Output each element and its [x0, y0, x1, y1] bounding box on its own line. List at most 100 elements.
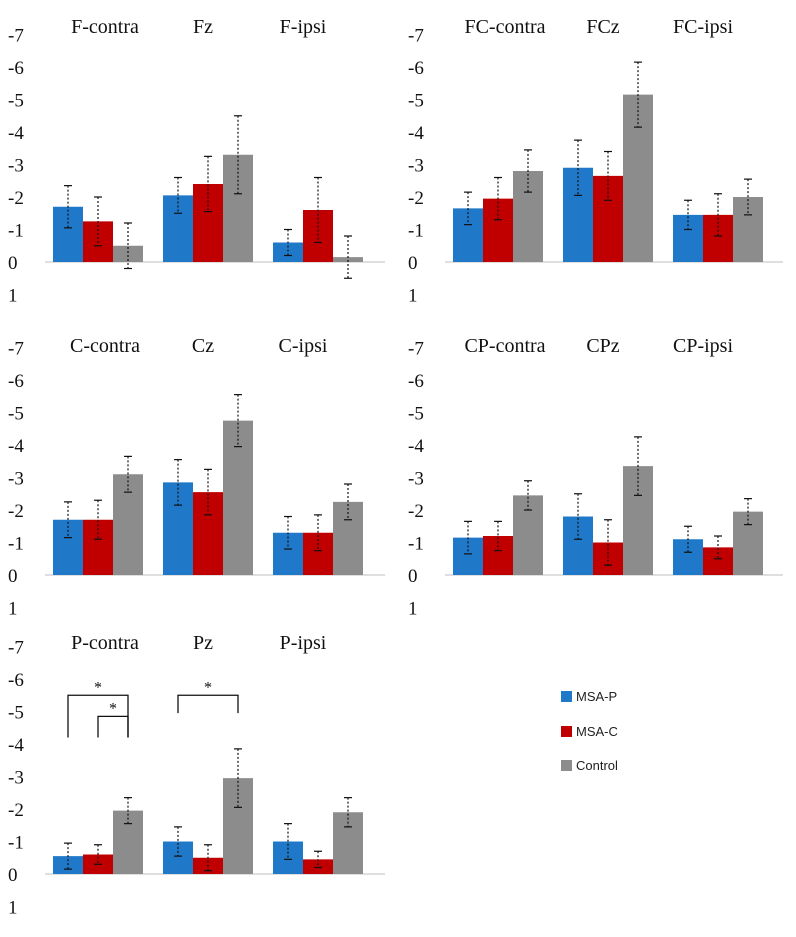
y-tick-label: -1	[8, 534, 24, 555]
y-tick-label: -4	[8, 436, 24, 457]
y-tick-label: -6	[8, 670, 24, 691]
y-tick-label: -7	[8, 638, 24, 659]
y-axis-ticks: -7 -6 -5 -4 -3 -2 -1 0 1	[8, 638, 24, 919]
category-title: Cz	[192, 335, 214, 357]
bar-control-f-contra	[113, 245, 143, 262]
bar-msap-cp-ipsi	[673, 539, 703, 575]
category-title: CP-ipsi	[673, 335, 733, 357]
y-tick-label: -3	[8, 768, 24, 789]
category-titles: CP-contra CPz CP-ipsi	[464, 335, 733, 357]
category-titles: P-contra Pz P-ipsi	[71, 632, 327, 654]
bar-control-p-contra	[113, 810, 143, 874]
category-title: FCz	[586, 16, 619, 38]
bar-control-fz	[223, 154, 253, 262]
bar-msap-c-contra	[53, 519, 83, 575]
bar-msap-f-ipsi	[273, 242, 303, 262]
category-title: FC-ipsi	[673, 16, 733, 38]
bar-msac-fz	[193, 184, 223, 262]
y-tick-label: -6	[8, 371, 24, 392]
y-tick-label: 0	[8, 566, 18, 587]
bar-control-cp-ipsi	[733, 511, 763, 575]
bar-control-c-contra	[113, 474, 143, 575]
category-title: F-contra	[71, 16, 139, 38]
y-tick-label: -7	[8, 26, 24, 47]
y-tick-label: -6	[8, 58, 24, 79]
bar-msap-f-contra	[53, 206, 83, 262]
y-tick-label: -3	[408, 469, 424, 490]
bar-msac-cz	[193, 492, 223, 575]
significance-bracket	[177, 694, 239, 714]
y-tick-label: -2	[8, 501, 24, 522]
panel-f: -7 -6 -5 -4 -3 -2 -1 0 1 F-contra Fz F-ipsi	[8, 16, 385, 307]
y-tick-label: -4	[8, 123, 24, 144]
y-tick-label: 1	[408, 286, 418, 307]
category-title: P-contra	[71, 632, 139, 654]
bars	[53, 115, 363, 279]
bar-msac-cpz	[593, 542, 623, 575]
panel-fc: -7 -6 -5 -4 -3 -2 -1 0 1 FC-contra FCz FC-ipsi	[408, 16, 783, 307]
significance-bracket	[97, 715, 129, 738]
bars	[453, 61, 763, 262]
bar-control-fc-ipsi	[733, 197, 763, 262]
legend-label-msa-p: MSA-P	[576, 689, 617, 704]
panel-cp: -7 -6 -5 -4 -3 -2 -1 0 1 CP-contra CPz CP-ipsi	[408, 335, 783, 620]
bar-control-c-ipsi	[333, 501, 363, 575]
bar-msap-c-ipsi	[273, 532, 303, 575]
y-tick-label: -6	[408, 58, 424, 79]
bar-msac-p-ipsi	[303, 859, 333, 874]
y-axis-ticks: -7 -6 -5 -4 -3 -2 -1 0 1	[408, 26, 424, 307]
significance-star: *	[204, 679, 212, 696]
category-title: CP-contra	[464, 335, 545, 357]
category-title: P-ipsi	[280, 632, 327, 654]
category-title: Pz	[193, 632, 213, 654]
bar-msap-cz	[163, 482, 193, 575]
category-title: CPz	[586, 335, 619, 357]
legend: MSA-P MSA-C Control	[561, 689, 618, 773]
y-tick-label: -1	[408, 221, 424, 242]
bar-control-cpz	[623, 466, 653, 575]
y-tick-label: -5	[408, 404, 424, 425]
y-tick-label: 1	[8, 286, 18, 307]
significance-star: *	[109, 700, 117, 717]
y-tick-label: -1	[8, 221, 24, 242]
category-title: Fz	[193, 16, 213, 38]
y-tick-label: 0	[8, 253, 18, 274]
bar-msap-fc-ipsi	[673, 214, 703, 262]
bar-msac-c-contra	[83, 519, 113, 575]
y-tick-label: -5	[8, 91, 24, 112]
bar-control-p-ipsi	[333, 812, 363, 874]
bar-msac-fc-contra	[483, 198, 513, 262]
bar-msap-p-ipsi	[273, 841, 303, 874]
legend-swatch-msa-p	[561, 691, 572, 702]
y-tick-label: -5	[8, 703, 24, 724]
bars	[53, 394, 363, 575]
category-title: FC-contra	[464, 16, 545, 38]
significance-star: *	[94, 679, 102, 696]
category-title: C-contra	[70, 335, 140, 357]
y-tick-label: -4	[408, 436, 424, 457]
legend-swatch-msa-c	[561, 726, 572, 737]
bar-control-cp-contra	[513, 495, 543, 575]
y-axis-ticks: -7 -6 -5 -4 -3 -2 -1 0 1	[8, 339, 24, 620]
y-tick-label: -3	[8, 156, 24, 177]
category-titles: FC-contra FCz FC-ipsi	[464, 16, 733, 38]
y-tick-label: 1	[408, 599, 418, 620]
category-titles: C-contra Cz C-ipsi	[70, 335, 328, 357]
y-tick-label: 1	[8, 599, 18, 620]
bar-msap-pz	[163, 841, 193, 874]
legend-label-msa-c: MSA-C	[576, 724, 618, 739]
bar-msap-cpz	[563, 516, 593, 575]
y-tick-label: -6	[408, 371, 424, 392]
legend-swatch-control	[561, 760, 572, 771]
y-tick-label: -4	[8, 735, 24, 756]
y-axis-ticks: -7 -6 -5 -4 -3 -2 -1 0 1	[8, 26, 24, 307]
legend-label-control: Control	[576, 758, 618, 773]
y-tick-label: 1	[8, 898, 18, 919]
category-title: C-ipsi	[279, 335, 328, 357]
y-tick-label: -4	[408, 123, 424, 144]
chart-panels: -7 -6 -5 -4 -3 -2 -1 0 1 F-contra Fz F-ipsi -7 -6 -5 -4…	[8, 16, 783, 919]
bar-msap-fcz	[563, 167, 593, 262]
y-tick-label: -5	[8, 404, 24, 425]
bar-control-fc-contra	[513, 171, 543, 262]
panel-p: -7 -6 -5 -4 -3 -2 -1 0 1 P-contra Pz P-ipsi * * *	[8, 632, 385, 919]
